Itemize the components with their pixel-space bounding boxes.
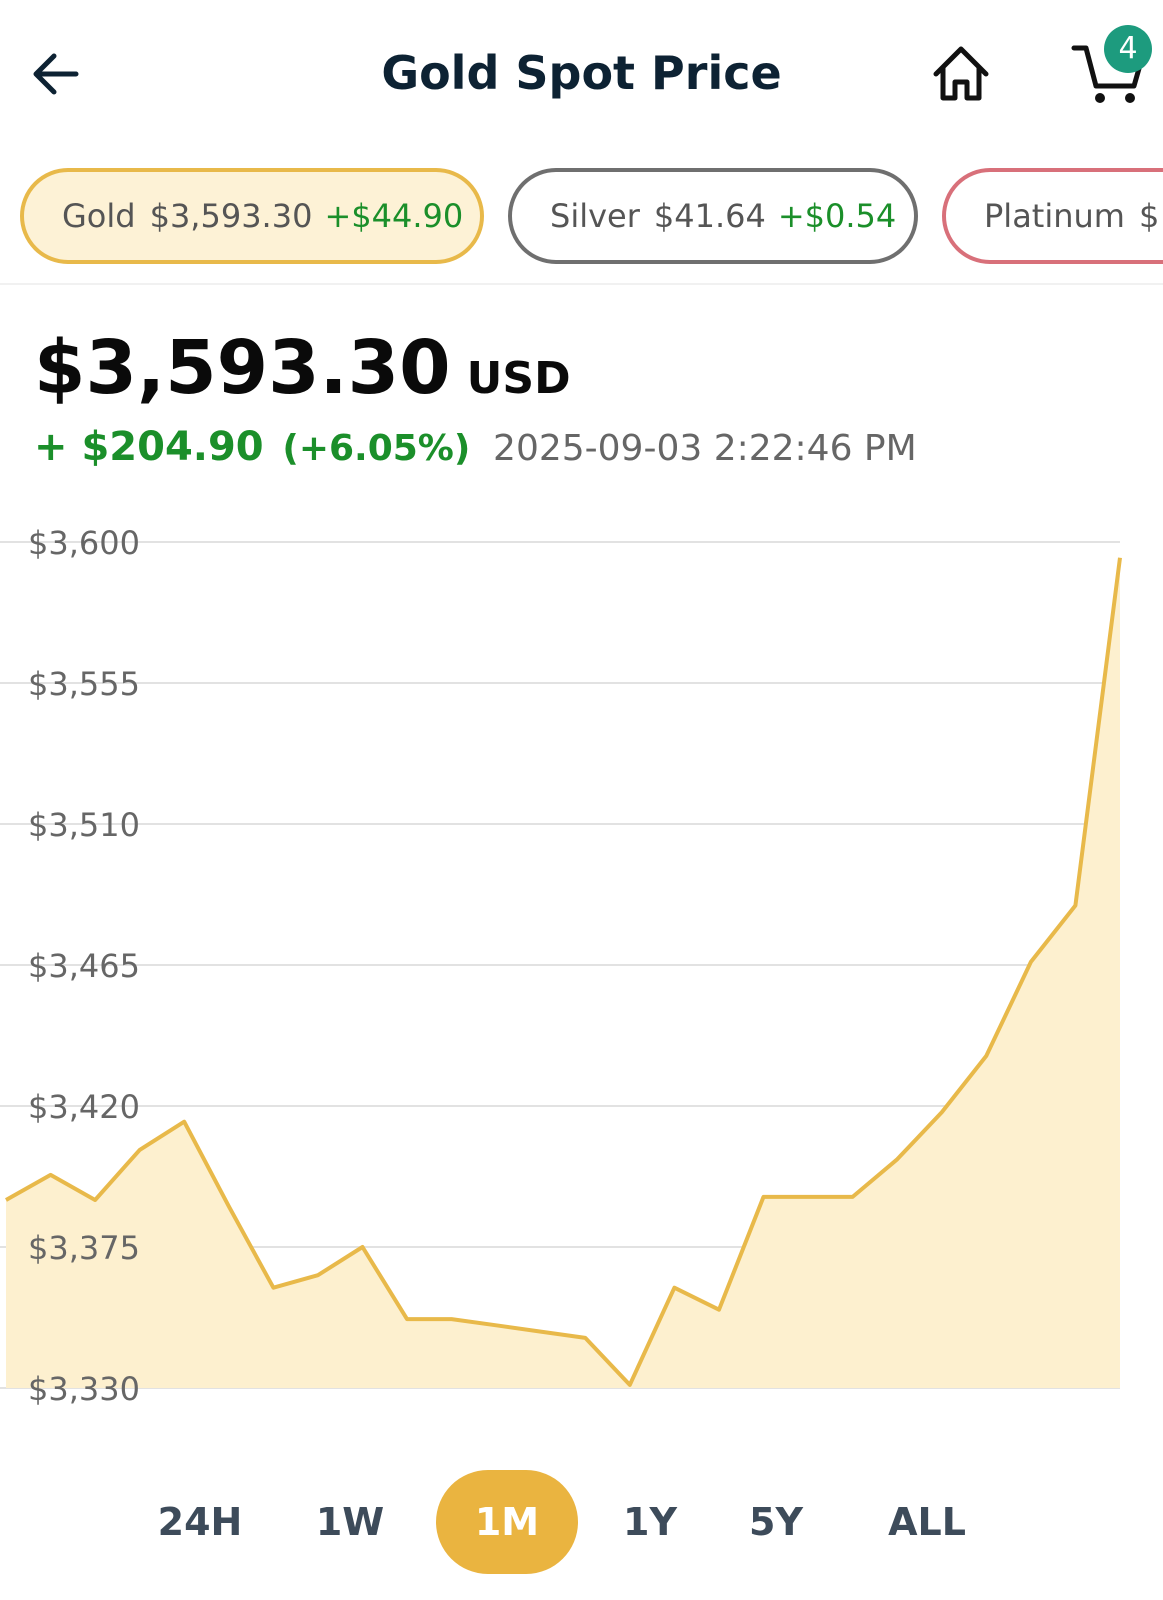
price-chart[interactable]: $3,600 $3,555 $3,510 $3,465 $3,420 $3,375 $3,3… [0, 500, 1163, 1420]
metal-price: $3,593.30 [149, 197, 313, 235]
cart-button[interactable] [1070, 38, 1148, 108]
price-value: $3,593.30 [34, 325, 451, 411]
metal-chip-gold[interactable]: Gold $3,593.30 +$44.90 [20, 168, 484, 264]
range-button-1y[interactable]: 1Y [623, 1500, 677, 1544]
range-button-1w[interactable]: 1W [315, 1500, 385, 1544]
chart-series-line [5, 557, 1122, 1387]
y-tick-label: $3,330 [28, 1370, 140, 1408]
price-timestamp: 2025-09-03 2:22:46 PM [493, 428, 917, 469]
chart-area-fill [6, 557, 1120, 1388]
divider [0, 283, 1163, 285]
home-button[interactable] [928, 40, 994, 106]
range-selector: 24H 1W 1M 1Y 5Y ALL [0, 1470, 1163, 1580]
price-change: + $204.90 (+6.05%) 2025-09-03 2:22:46 PM [34, 420, 917, 476]
back-button[interactable] [26, 44, 86, 104]
app-header: Gold Spot Price 4 [0, 0, 1163, 145]
metal-change: +$0.54 [777, 197, 897, 235]
metal-change: +$44.90 [324, 197, 464, 235]
y-tick-label: $3,375 [28, 1229, 140, 1267]
cart-count-badge: 4 [1104, 25, 1152, 73]
metal-name: Gold [62, 197, 136, 235]
range-button-all[interactable]: ALL [888, 1500, 966, 1544]
y-tick-label: $3,420 [28, 1088, 140, 1126]
y-tick-label: $3,600 [28, 524, 140, 562]
metal-chip-silver[interactable]: Silver $41.64 +$0.54 [508, 168, 918, 264]
currency-label: USD [466, 353, 571, 404]
range-button-24h[interactable]: 24H [157, 1500, 243, 1544]
metal-chip-platinum[interactable]: Platinum $ [942, 168, 1163, 264]
y-axis-labels: $3,600 $3,555 $3,510 $3,465 $3,420 $3,375 $3,3… [28, 524, 140, 1408]
metal-name: Silver [550, 197, 640, 235]
change-value: + $204.90 [34, 424, 264, 470]
metal-price: $ [1138, 197, 1160, 235]
y-tick-label: $3,465 [28, 947, 140, 985]
cart-icon [1071, 45, 1145, 103]
y-tick-label: $3,555 [28, 665, 140, 703]
y-tick-label: $3,510 [28, 806, 140, 844]
range-button-5y[interactable]: 5Y [749, 1500, 803, 1544]
metal-price: $41.64 [653, 197, 766, 235]
current-price: $3,593.30 USD [34, 326, 571, 421]
range-button-1m[interactable]: 1M [436, 1470, 578, 1574]
metal-selector: Gold $3,593.30 +$44.90 Silver $41.64 +$0.54 … [0, 168, 1163, 272]
home-icon [933, 46, 989, 101]
change-percent: (+6.05%) [282, 428, 471, 469]
metal-name: Platinum [984, 197, 1125, 235]
arrow-left-icon [33, 53, 79, 95]
